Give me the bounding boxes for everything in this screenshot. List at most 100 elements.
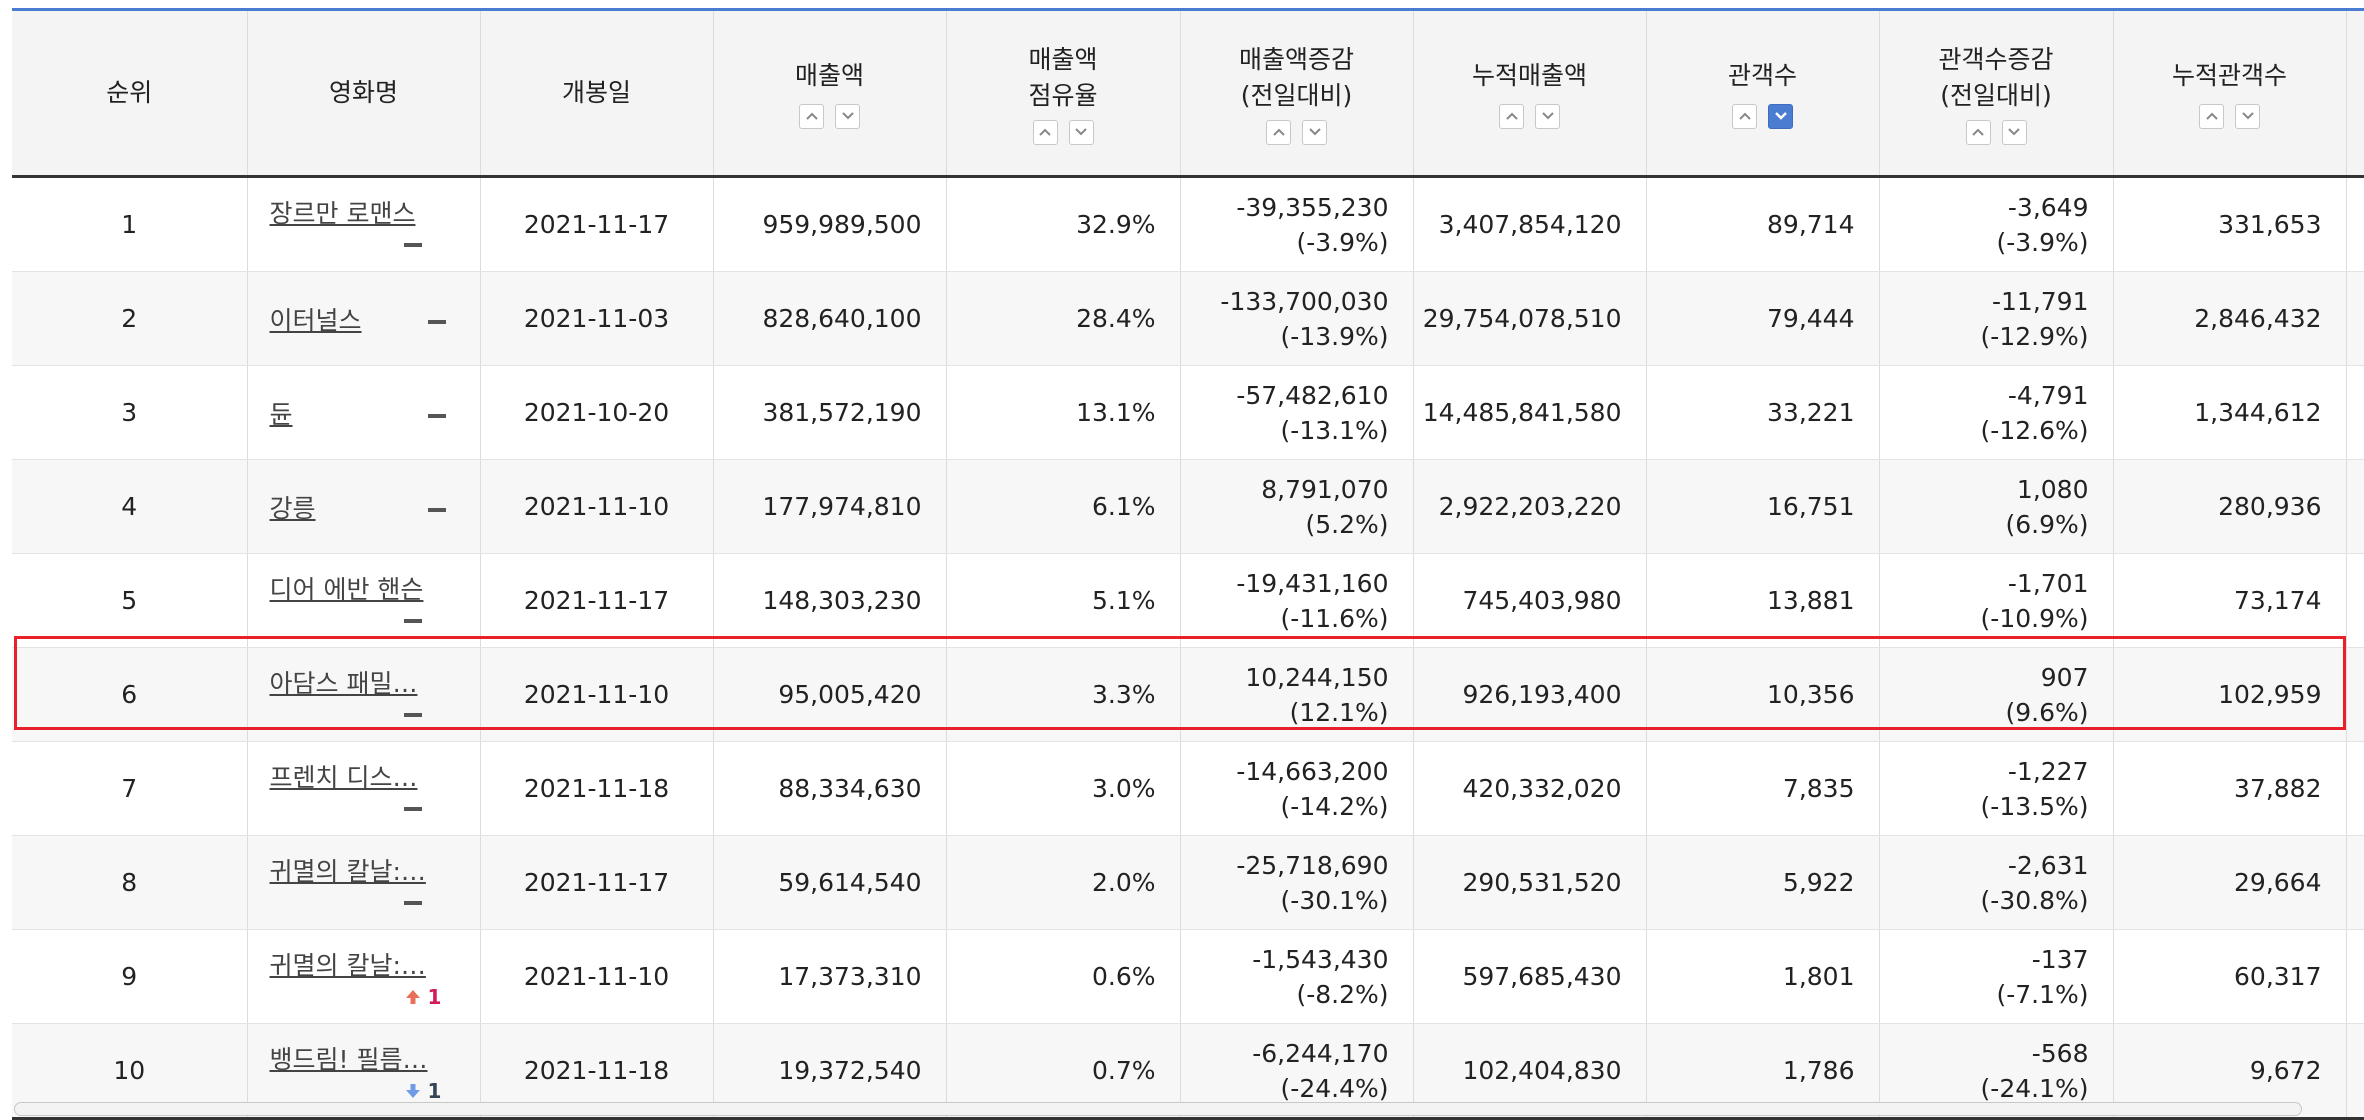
movie-title-link[interactable]: 아담스 패밀… — [269, 668, 418, 698]
col-aud-change: 관객수증감 (전일대비) — [1879, 11, 2114, 178]
overflow-cell — [2346, 459, 2364, 554]
table-top-accent — [12, 8, 2364, 11]
sort-asc-button[interactable] — [1732, 103, 1757, 129]
release-cell: 2021-11-18 — [480, 741, 714, 836]
overflow-cell — [2346, 553, 2364, 648]
release-cell: 2021-11-17 — [480, 176, 714, 272]
sort-asc-button[interactable] — [1965, 119, 1991, 145]
rank-change — [270, 798, 479, 820]
sales-cell: 177,974,810 — [713, 459, 947, 554]
overflow-cell — [2346, 835, 2364, 930]
movie-title-link[interactable]: 이터널스 — [269, 305, 362, 335]
movie-title-link[interactable]: 뱅드림! 필름… — [269, 1044, 428, 1074]
movie-title-link[interactable]: 귀멸의 칼날:… — [269, 950, 426, 980]
sort-desc-button[interactable] — [1535, 103, 1560, 129]
chevron-down-icon — [1308, 128, 1321, 136]
sort-desc-button[interactable] — [1302, 119, 1327, 145]
title-cell: 디어 에반 핸슨 — [247, 553, 481, 648]
table-row: 8 귀멸의 칼날:… 2021-11-17 59,614,540 2.0% -25,718… — [12, 835, 2364, 930]
sort-asc-button[interactable] — [2199, 103, 2224, 129]
rank-cell: 3 — [12, 365, 248, 460]
cum-sales-cell: 420,332,020 — [1413, 741, 1647, 836]
sales-change-sort-group — [1182, 119, 1412, 145]
sales-cell: 59,614,540 — [713, 835, 947, 930]
table-row: 1 장르만 로맨스 2021-11-17 959,989,500 32.9% -39,35… — [12, 176, 2364, 272]
cum-sales-cell: 597,685,430 — [1413, 929, 1647, 1024]
audience-cell: 5,922 — [1646, 835, 1880, 930]
aud-change-cell: -3,649 (-3.9%) — [1879, 176, 2114, 272]
cum-audience-cell: 37,882 — [2113, 741, 2347, 836]
sort-asc-button[interactable] — [1032, 119, 1058, 145]
sales-change-cell: -39,355,230 (-3.9%) — [1180, 176, 1414, 272]
table-row: 4 강릉 2021-11-10 177,974,810 6.1% 8,791,070 (5.… — [12, 459, 2364, 554]
cum-audience-cell: 331,653 — [2113, 176, 2347, 272]
aud-change-cell: -1,227 (-13.5%) — [1879, 741, 2114, 836]
sales-change-cell: 8,791,070 (5.2%) — [1180, 459, 1414, 554]
rank-cell: 2 — [12, 271, 248, 366]
no-change-icon — [403, 712, 422, 717]
aud-change-cell: 1,080 (6.9%) — [1879, 459, 2114, 554]
movie-title-link[interactable]: 장르만 로맨스 — [269, 198, 416, 228]
sort-desc-button[interactable] — [835, 103, 860, 129]
rank-cell: 9 — [12, 929, 248, 1024]
sort-asc-button[interactable] — [799, 103, 824, 129]
no-change-icon — [403, 618, 422, 623]
cum-sales-cell: 290,531,520 — [1413, 835, 1647, 930]
movie-title-link[interactable]: 디어 에반 핸슨 — [269, 574, 424, 604]
header-row: 순위 영화명 개봉일 매출액 매출액 점유율 매출액증감 (전일대 — [12, 11, 2364, 178]
col-sales-change: 매출액증감 (전일대비) — [1180, 11, 1414, 178]
share-cell: 6.1% — [946, 459, 1181, 554]
horizontal-scrollbar[interactable] — [14, 1102, 2302, 1116]
movie-title-link[interactable]: 귀멸의 칼날:… — [269, 856, 426, 886]
title-cell: 아담스 패밀… — [247, 647, 481, 742]
aud-change-cell: 907 (9.6%) — [1879, 647, 2114, 742]
movie-title-link[interactable]: 강릉 — [269, 493, 316, 523]
aud-change-cell: -1,701 (-10.9%) — [1879, 553, 2114, 648]
rank-change — [270, 234, 479, 256]
audience-cell: 89,714 — [1646, 176, 1880, 272]
no-change-icon — [427, 413, 446, 418]
chevron-up-icon — [1972, 128, 1984, 136]
table-row: 3 듄 2021-10-20 381,572,190 13.1% -57,482,610(… — [12, 365, 2364, 460]
table-row: 2 이터널스 2021-11-03 828,640,100 28.4% -133,700,… — [12, 271, 2364, 366]
sort-asc-button[interactable] — [1266, 119, 1291, 145]
arrow-down-icon — [405, 1083, 420, 1098]
title-cell: 강릉 — [247, 459, 481, 554]
title-cell: 귀멸의 칼날:… — [247, 835, 481, 930]
col-cum-sales: 누적매출액 — [1413, 11, 1647, 178]
sort-desc-button[interactable] — [1068, 119, 1094, 145]
cum-audience-cell: 73,174 — [2113, 553, 2347, 648]
sort-desc-button[interactable] — [2001, 119, 2027, 145]
rank-change — [270, 610, 479, 632]
release-cell: 2021-11-10 — [480, 929, 714, 1024]
release-cell: 2021-11-10 — [480, 647, 714, 742]
no-change-icon — [403, 900, 422, 905]
release-cell: 2021-11-03 — [480, 271, 714, 366]
share-cell: 5.1% — [946, 553, 1181, 648]
movie-title-link[interactable]: 프렌치 디스… — [269, 762, 418, 792]
release-cell: 2021-11-10 — [480, 459, 714, 554]
sort-desc-button-active[interactable] — [1768, 103, 1793, 129]
sales-cell: 381,572,190 — [713, 365, 947, 460]
title-cell: 프렌치 디스… — [247, 741, 481, 836]
chevron-up-icon — [1272, 128, 1285, 136]
sort-desc-button[interactable] — [2235, 103, 2260, 129]
share-cell: 32.9% — [946, 176, 1181, 272]
cum-audience-cell: 2,846,432 — [2113, 271, 2347, 366]
chevron-up-icon — [1738, 112, 1751, 120]
chevron-down-icon — [841, 112, 854, 120]
cum-sales-cell: 926,193,400 — [1413, 647, 1647, 742]
overflow-cell — [2346, 176, 2364, 272]
title-cell: 장르만 로맨스 — [247, 176, 481, 272]
col-audience: 관객수 — [1646, 11, 1880, 178]
boxoffice-table: 순위 영화명 개봉일 매출액 매출액 점유율 매출액증감 (전일대 — [12, 11, 2364, 1120]
sort-asc-button[interactable] — [1499, 103, 1524, 129]
aud-change-cell: -11,791 (-12.9%) — [1879, 271, 2114, 366]
release-cell: 2021-11-17 — [480, 553, 714, 648]
table-row: 9 귀멸의 칼날:… 1 2021-11-10 17,373,310 0.6% -1,543… — [12, 929, 2364, 1024]
sales-change-cell: -25,718,690 (-30.1%) — [1180, 835, 1414, 930]
sales-cell: 148,303,230 — [713, 553, 947, 648]
aud-change-cell: -4,791 (-12.6%) — [1879, 365, 2114, 460]
movie-title-link[interactable]: 듄 — [269, 399, 293, 429]
cum-audience-cell: 102,959 — [2113, 647, 2347, 742]
